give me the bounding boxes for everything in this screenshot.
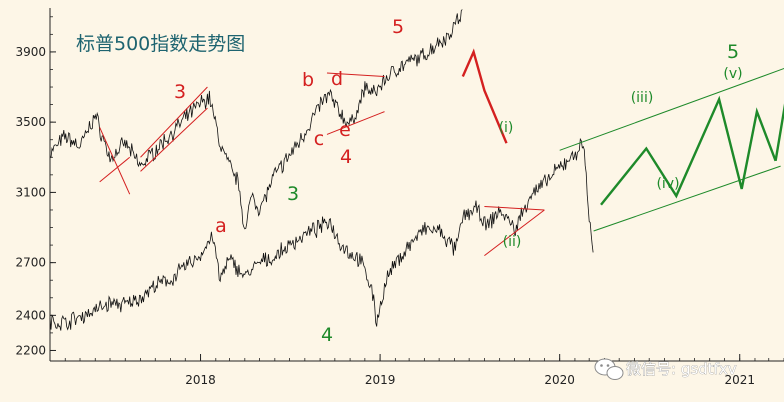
- green-wave-label: (iii): [631, 90, 654, 106]
- green-wave-label: 3: [287, 183, 299, 205]
- x-tick-label: 2019: [365, 373, 396, 387]
- green-projection-tail: [774, 103, 784, 161]
- y-tick-label: 2200: [15, 343, 46, 357]
- x-tick-label: 2021: [724, 373, 755, 387]
- red-wave-label: e: [339, 119, 351, 141]
- red-wave-label: c: [314, 128, 324, 150]
- red-triangle-line: [326, 72, 385, 77]
- wave-overlays: [99, 48, 784, 257]
- price-line-upper: [49, 9, 463, 230]
- green-wave-label: (ii): [503, 234, 522, 250]
- red-wave-label: a: [215, 215, 227, 237]
- green-wave-label: (v): [723, 66, 742, 82]
- y-tick-label: 2700: [15, 256, 46, 270]
- watermark: 微信号: gsdtfxv: [594, 358, 737, 380]
- red-wave-label: d: [331, 68, 343, 90]
- wechat-icon: [594, 358, 624, 380]
- red-triangle-line: [326, 111, 385, 135]
- watermark-text: 微信号: gsdtfxv: [626, 360, 737, 378]
- chart-title: 标普500指数走势图: [76, 33, 245, 55]
- red-projection-path: [461, 48, 508, 144]
- y-tick-label: 3900: [15, 45, 46, 59]
- y-tick-label: 3100: [15, 185, 46, 199]
- red-triangle-line: [484, 209, 545, 257]
- y-tick-label: 3500: [15, 115, 46, 129]
- x-tick-label: 2020: [544, 373, 575, 387]
- green-projection-path: [600, 95, 777, 206]
- red-triangle-line: [140, 107, 208, 172]
- red-triangle-line: [484, 205, 545, 211]
- green-wave-label: (i): [499, 120, 514, 136]
- green-wave-label: 4: [321, 324, 333, 346]
- red-triangle-line: [99, 127, 131, 195]
- wave-labels: 3 a b c d e 4 5 3 4 (i) (ii) (iii) (iv) (v) 5: [174, 16, 743, 346]
- green-wave-label: (iv): [656, 176, 679, 192]
- red-wave-label: b: [302, 69, 314, 91]
- price-line-lower: [49, 137, 594, 331]
- red-triangle-line: [140, 86, 208, 158]
- x-tick-label: 2018: [185, 373, 216, 387]
- green-channel-lower: [593, 165, 781, 232]
- price-series: [49, 9, 594, 331]
- axes: 2200 2400 2700 3100 3500 3900 2018 2019 2020 2021: [15, 8, 784, 387]
- green-channel-upper: [559, 67, 784, 151]
- red-wave-label: 4: [340, 146, 352, 168]
- green-wave-label: 5: [727, 41, 739, 63]
- red-wave-label: 3: [174, 81, 186, 103]
- red-wave-label: 5: [392, 16, 404, 38]
- red-triangle-line: [99, 156, 131, 183]
- y-tick-label: 2400: [15, 308, 46, 322]
